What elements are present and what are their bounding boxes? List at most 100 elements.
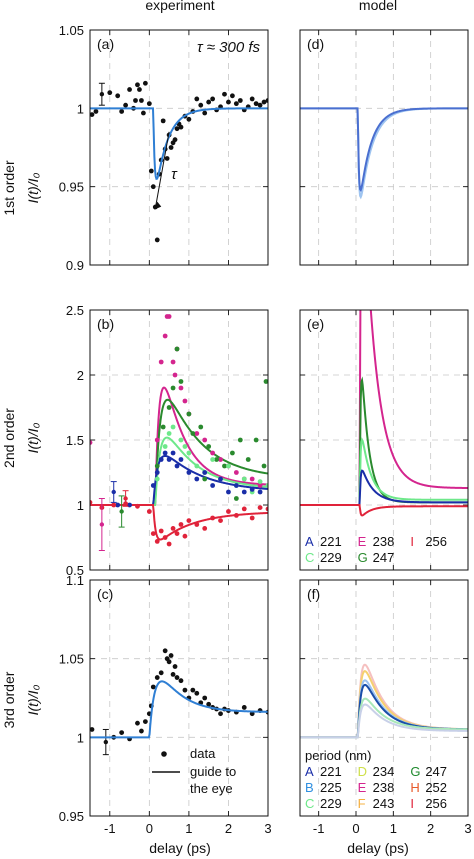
data-point xyxy=(139,98,144,103)
x-tick-label: 3 xyxy=(464,821,471,836)
data-point xyxy=(162,450,168,456)
y-tick-label: 0.95 xyxy=(59,180,84,195)
data-point xyxy=(190,431,196,436)
data-point xyxy=(257,479,263,484)
tau-annotation: τ ≈ 300 fs xyxy=(197,39,261,56)
data-point xyxy=(178,457,184,462)
data-point xyxy=(202,526,208,531)
tau-fit-annotation: τ xyxy=(171,166,178,183)
error-bar-point xyxy=(123,496,128,501)
data-point xyxy=(186,470,192,475)
y-tick-label: 0.5 xyxy=(66,563,84,578)
data-point xyxy=(233,470,239,475)
data-point xyxy=(162,333,168,339)
data-point xyxy=(222,91,227,97)
series-line xyxy=(90,454,268,506)
row-label-1st-order: 1st order xyxy=(1,160,17,216)
data-point xyxy=(257,483,263,488)
data-point xyxy=(141,110,146,116)
panel-label: (d) xyxy=(307,36,324,52)
series-line xyxy=(300,670,468,739)
data-point xyxy=(241,476,247,482)
x-tick-label: 2 xyxy=(427,821,434,836)
data-point xyxy=(174,531,180,536)
axes-frame xyxy=(299,579,469,817)
y-tick-label: 1.05 xyxy=(59,23,84,38)
data-point xyxy=(218,476,223,482)
data-point xyxy=(210,457,216,462)
x-tick-label: 3 xyxy=(264,821,271,836)
data-point xyxy=(178,678,184,684)
data-point xyxy=(206,701,212,707)
data-point xyxy=(123,102,128,108)
panel-label: (b) xyxy=(97,316,114,332)
data-point xyxy=(168,653,174,658)
data-point xyxy=(249,476,255,482)
row-label-3rd-order: 3rd order xyxy=(1,671,17,728)
data-point xyxy=(226,99,231,105)
data-point xyxy=(265,483,268,488)
data-point xyxy=(160,118,166,124)
x-tick-label: 1 xyxy=(185,821,192,836)
x-tick-label: 0 xyxy=(352,821,359,836)
data-point xyxy=(111,502,117,508)
plot-area xyxy=(90,314,268,551)
data-point xyxy=(90,500,93,505)
data-point xyxy=(186,450,192,456)
data-point xyxy=(172,137,178,143)
plot-area xyxy=(90,80,268,243)
data-point xyxy=(233,496,239,501)
data-point xyxy=(190,687,196,693)
x-tick-label: -1 xyxy=(313,821,325,836)
data-point xyxy=(174,346,180,352)
series-line xyxy=(90,107,268,181)
data-point xyxy=(142,80,148,86)
data-point xyxy=(162,648,168,654)
data-point xyxy=(233,513,239,518)
data-point xyxy=(107,90,113,96)
data-point xyxy=(230,93,235,99)
data-point xyxy=(230,450,235,456)
data-point xyxy=(202,437,208,443)
data-point xyxy=(178,379,184,384)
y-tick-label: 0.95 xyxy=(59,809,84,824)
ylabel-row1: I(t)/I₀ xyxy=(25,173,41,204)
data-point xyxy=(127,87,132,92)
data-point xyxy=(154,675,160,680)
tau-arrowhead xyxy=(154,201,162,210)
series-line xyxy=(90,680,268,739)
legend-label-guide: guide to the eye xyxy=(190,764,236,796)
data-point xyxy=(265,506,268,512)
series-line xyxy=(300,107,468,192)
data-point xyxy=(218,711,223,717)
data-point xyxy=(178,124,184,130)
legend-marker xyxy=(161,751,167,757)
data-point xyxy=(158,528,164,534)
data-point xyxy=(93,109,99,114)
legend-value: 221 xyxy=(320,534,342,549)
y-tick-label: 1 xyxy=(77,498,84,513)
legend-value: 252 xyxy=(425,780,447,795)
data-point xyxy=(206,99,212,105)
data-point xyxy=(170,672,176,677)
data-point xyxy=(198,424,204,430)
series-line xyxy=(300,703,468,739)
data-point xyxy=(186,411,192,417)
axes-frame xyxy=(89,309,269,571)
data-point xyxy=(218,457,223,462)
tau-arrow xyxy=(154,131,170,209)
legend-letter: C xyxy=(305,796,314,811)
series-line xyxy=(90,436,268,506)
data-point xyxy=(194,463,200,469)
panel-d: (d) xyxy=(299,29,469,266)
legend-value: 247 xyxy=(425,764,447,779)
error-bar-point xyxy=(111,489,116,495)
data-point xyxy=(253,101,259,107)
y-tick-label: 1 xyxy=(77,730,84,745)
plot-area xyxy=(90,648,268,756)
legend-title: period (nm) xyxy=(305,748,371,763)
data-point xyxy=(194,690,200,696)
data-point xyxy=(154,463,160,469)
legend-value: 256 xyxy=(425,534,447,549)
